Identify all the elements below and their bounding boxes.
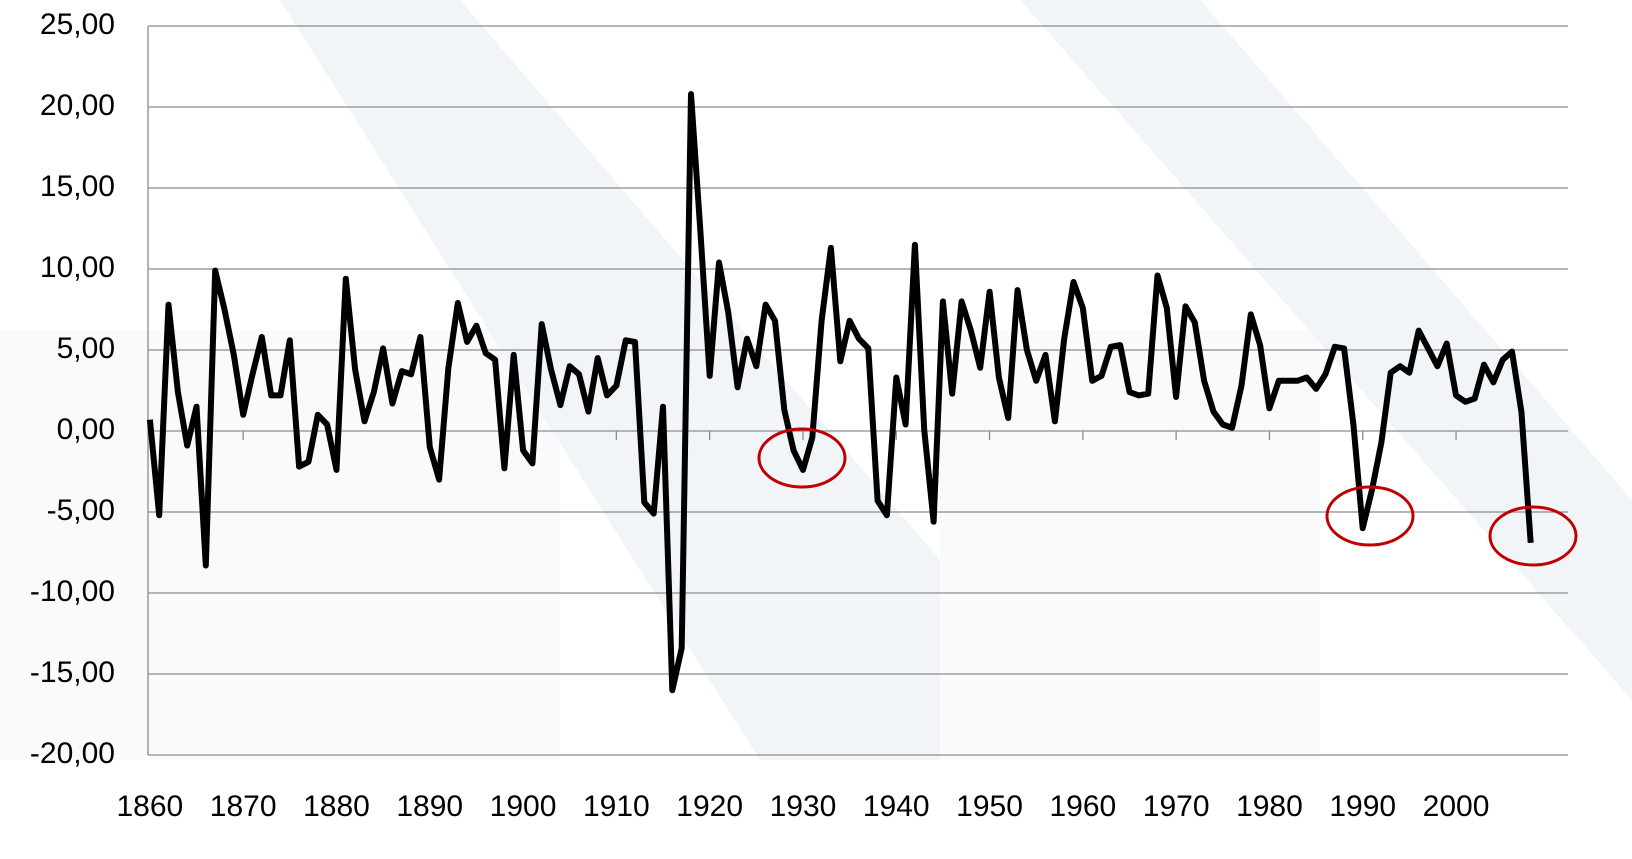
y-tick-label: -20,00 — [30, 737, 115, 770]
x-tick-label: 1980 — [1236, 790, 1303, 823]
y-tick-label: 10,00 — [40, 251, 115, 284]
x-tick-label: 2000 — [1423, 790, 1490, 823]
highlight-circle — [1488, 505, 1578, 567]
x-tick-label: 1960 — [1049, 790, 1116, 823]
highlight-circle — [1325, 485, 1415, 547]
y-tick-label: 25,00 — [40, 8, 115, 41]
x-tick-label: 1890 — [396, 790, 463, 823]
data-line — [146, 91, 1534, 694]
y-tick-label: 15,00 — [40, 170, 115, 203]
x-tick-label: 1900 — [490, 790, 557, 823]
y-tick-label: 20,00 — [40, 89, 115, 122]
x-tick-label: 1860 — [116, 790, 183, 823]
y-tick-label: 5,00 — [57, 332, 115, 365]
x-tick-label: 1910 — [583, 790, 650, 823]
x-tick-label: 1940 — [863, 790, 930, 823]
y-tick-label: -15,00 — [30, 656, 115, 689]
highlight-circles — [757, 427, 1578, 567]
y-tick-label: 0,00 — [57, 413, 115, 446]
x-tick-label: 1970 — [1143, 790, 1210, 823]
x-tick-label: 1880 — [303, 790, 370, 823]
highlight-circle — [757, 427, 847, 489]
y-tick-label: -5,00 — [47, 494, 115, 527]
x-tick-label: 1920 — [676, 790, 743, 823]
x-tick-label: 1950 — [956, 790, 1023, 823]
y-tick-label: -10,00 — [30, 575, 115, 608]
x-tick-label: 1990 — [1329, 790, 1396, 823]
x-tick-label: 1870 — [210, 790, 277, 823]
x-tick-label: 1930 — [770, 790, 837, 823]
